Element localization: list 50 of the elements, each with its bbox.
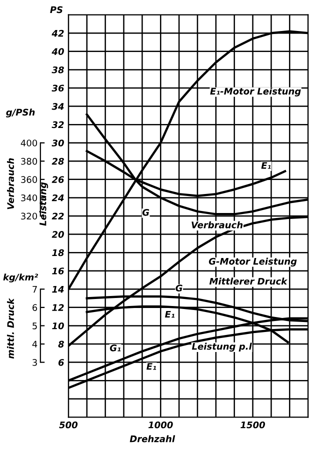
y-tick-label: 30 bbox=[52, 140, 64, 146]
series-label: G bbox=[176, 284, 182, 292]
x-axis-title: Drehzahl bbox=[130, 435, 176, 442]
y-tick-label: 10 bbox=[52, 322, 64, 330]
y-tick-label: 38 bbox=[52, 66, 64, 74]
y-tick-label: 22 bbox=[52, 212, 64, 220]
text: g/PSh bbox=[6, 108, 35, 118]
y2-tick-label: 400 bbox=[20, 140, 38, 146]
y-tick-label: 26 bbox=[52, 176, 64, 183]
y-tick-label: 16 bbox=[52, 268, 64, 274]
y-tick-label: 42 bbox=[52, 30, 64, 37]
y-tick-label: 36 bbox=[52, 84, 64, 92]
x-tick-label: 1500 bbox=[240, 421, 266, 428]
y-tick-label: 24 bbox=[52, 194, 64, 202]
annotation: Mittlerer Druck bbox=[209, 278, 288, 285]
x-tick-label: 1000 bbox=[148, 421, 173, 428]
y2-tick-label: 360 bbox=[21, 176, 38, 183]
y-tick-label: 12 bbox=[52, 304, 64, 311]
y2-tick-label: 380 bbox=[21, 158, 38, 165]
series-label: E₁-Motor Leistung bbox=[210, 88, 301, 96]
x-tick-label: 500 bbox=[59, 421, 78, 428]
y-tick-label: 20 bbox=[52, 231, 64, 238]
y3-axis-title: mittl. Druck bbox=[7, 298, 14, 359]
y3-tick-label: 6 bbox=[32, 304, 38, 311]
series-label: G bbox=[142, 208, 150, 216]
y-tick-label: 14 bbox=[52, 286, 64, 293]
series-label: E₁ bbox=[164, 310, 175, 318]
y3-tick-label: 7 bbox=[32, 286, 37, 293]
y2-tick-label: 340 bbox=[21, 194, 38, 202]
text: kg/km² bbox=[3, 274, 38, 282]
y-tick-label: 28 bbox=[52, 158, 64, 165]
text: PS bbox=[50, 6, 63, 14]
y-axis-title: Leistung bbox=[39, 182, 48, 226]
annotation: Leistung p.l bbox=[192, 342, 252, 352]
y-tick-label: 32 bbox=[52, 121, 64, 128]
y3-tick-label: 4 bbox=[32, 340, 38, 348]
y-tick-label: 6 bbox=[58, 359, 64, 366]
y-tick-label: 34 bbox=[52, 103, 64, 110]
y3-tick-label: 3 bbox=[32, 359, 37, 366]
y2-axis-title: Verbrauch bbox=[7, 158, 14, 210]
y-tick-label: 18 bbox=[52, 249, 64, 256]
y3-tick-label: 5 bbox=[32, 322, 37, 330]
y-tick-label: 8 bbox=[58, 340, 64, 348]
annotation: Verbrauch bbox=[192, 221, 243, 228]
series-label: E₁ bbox=[146, 363, 156, 370]
series-label: G-Motor Leistung bbox=[208, 258, 297, 267]
series-label: E₁ bbox=[261, 162, 271, 169]
y2-tick-label: 320 bbox=[21, 212, 38, 220]
series-label: G₁ bbox=[110, 344, 121, 352]
y-tick-label: 40 bbox=[52, 48, 64, 55]
